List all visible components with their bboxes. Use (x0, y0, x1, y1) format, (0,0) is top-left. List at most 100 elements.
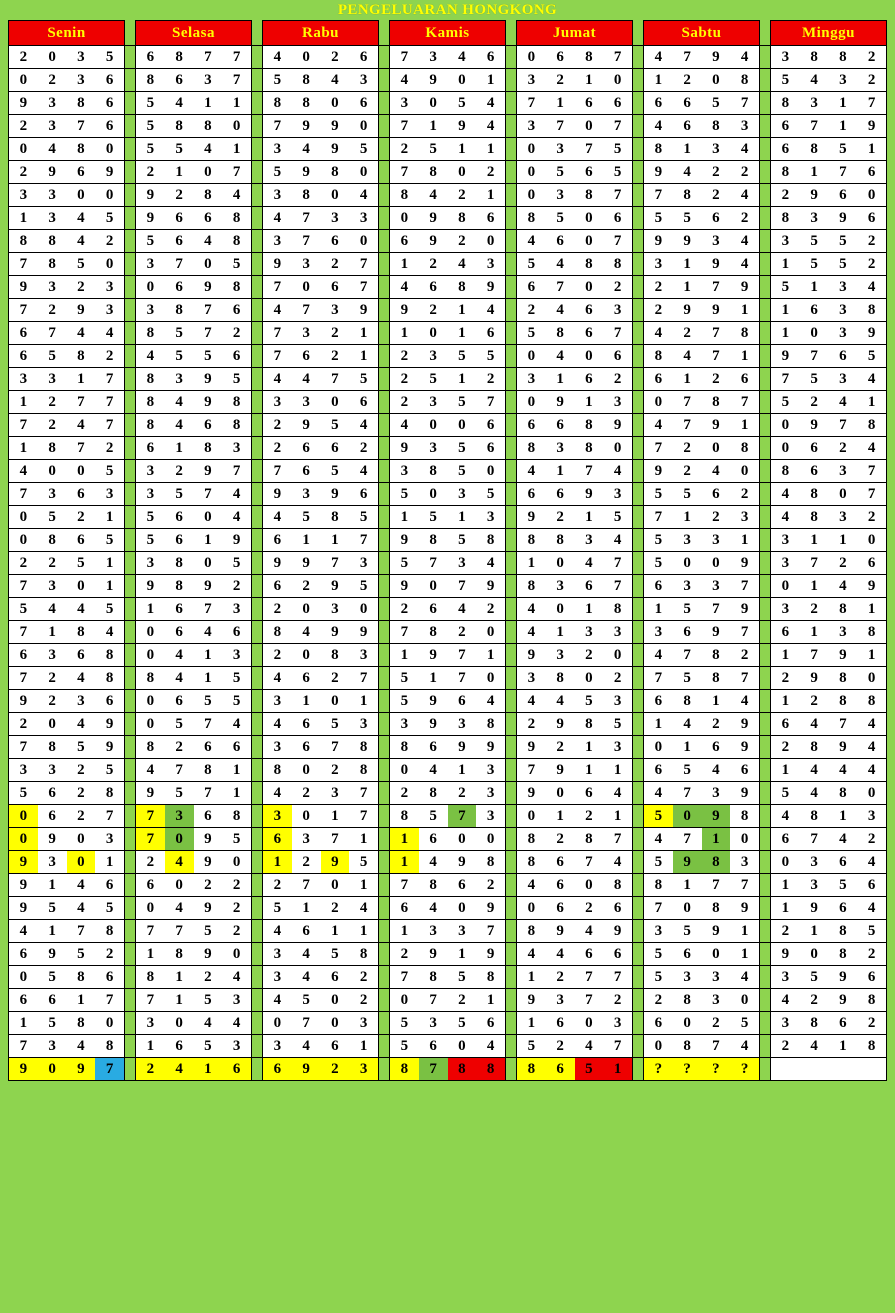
column-header-sabtu[interactable]: Sabtu (643, 20, 760, 46)
